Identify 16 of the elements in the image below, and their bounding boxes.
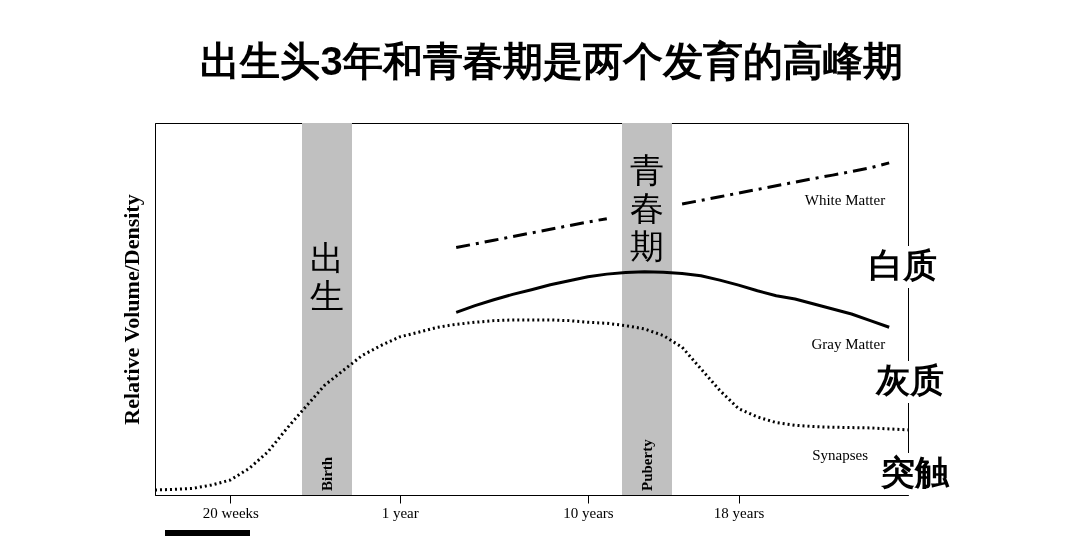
series-label: Gray Matter xyxy=(811,336,886,353)
annotation: 白质 xyxy=(869,246,937,284)
chart-title: 出生头3年和青春期是两个发育的高峰期 xyxy=(200,39,903,83)
annotation: 青春期 xyxy=(630,151,664,265)
annotation: 灰质 xyxy=(875,361,944,399)
x-tick-label: 20 weeks xyxy=(202,504,260,521)
series-label: White Matter xyxy=(804,191,886,208)
x-tick-label: 10 years xyxy=(563,504,614,521)
series-label: Synapses xyxy=(812,446,869,463)
y-axis-title: Relative Volume/Density xyxy=(118,194,144,425)
x-tick-label: 1 year xyxy=(381,504,419,521)
annotation: 出生 xyxy=(310,239,344,315)
annotation: Birth xyxy=(319,456,335,491)
annotation: 突触 xyxy=(880,453,950,491)
x-tick-label: 18 years xyxy=(713,504,765,521)
annotation: Puberty xyxy=(639,438,655,491)
